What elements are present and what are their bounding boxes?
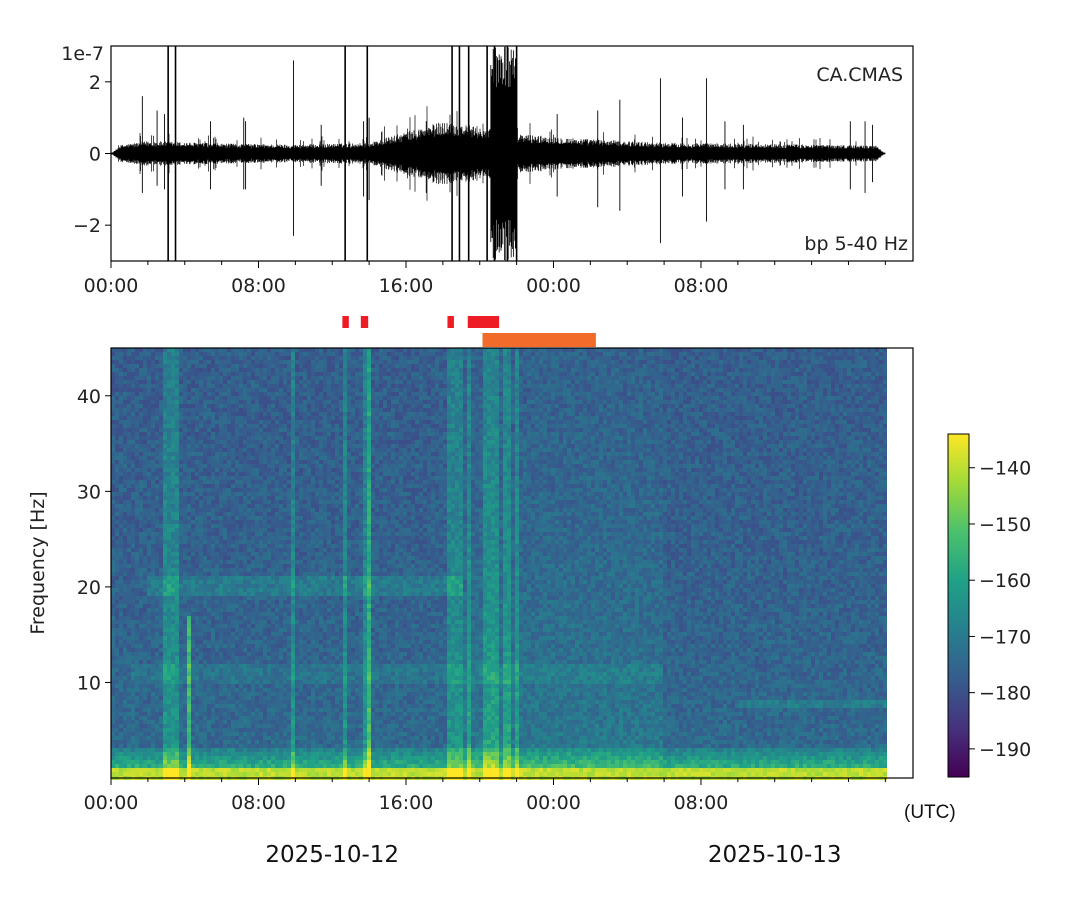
filter-label: bp 5-40 Hz (804, 233, 908, 255)
waveform-y-tick-label: 0 (89, 144, 101, 166)
colorbar-tick-label: −180 (979, 683, 1031, 705)
spectrogram-y-tick-label: 30 (77, 481, 101, 503)
event-markers (342, 316, 596, 347)
spectrogram-y-axis: 10 20 30 40 (77, 386, 111, 695)
spectrogram-y-tick-label: 20 (77, 577, 101, 599)
waveform-x-tick-label: 00:00 (526, 275, 581, 297)
waveform-x-axis: 00:00 08:00 16:00 00:00 08:00 (84, 261, 886, 297)
spectrogram-x-tick-label: 00:00 (526, 792, 581, 814)
event-marker-red (447, 316, 453, 328)
waveform-x-tick-label: 08:00 (231, 275, 286, 297)
spectrogram-x-axis: 00:00 08:00 16:00 00:00 08:00 (84, 778, 886, 814)
waveform-y-axis: −2 0 2 (73, 72, 111, 237)
waveform-panel: 1e-7 CA.CMAS bp 5-40 Hz −2 0 2 00:00 08:00 1… (61, 43, 913, 297)
spectrogram-x-tick-label: 08:00 (674, 792, 729, 814)
waveform-x-tick-label: 08:00 (674, 275, 729, 297)
event-marker-orange (483, 333, 596, 347)
y-offset-label: 1e-7 (61, 43, 104, 65)
waveform-y-tick-label: 2 (89, 72, 101, 94)
timezone-label: (UTC) (904, 802, 956, 823)
station-label: CA.CMAS (816, 64, 903, 86)
event-marker-red (342, 316, 348, 328)
spectrogram-y-tick-label: 10 (77, 672, 101, 694)
spectrogram-x-tick-label: 00:00 (84, 792, 139, 814)
waveform-x-tick-label: 16:00 (379, 275, 434, 297)
spectrogram-panel: 10 20 30 40 00:00 08:00 16:00 00:00 08:00 Frequ… (27, 348, 956, 868)
spectrogram-x-tick-label: 16:00 (379, 792, 434, 814)
spectrogram-y-tick-label: 40 (77, 386, 101, 408)
date-label: 2025-10-12 (265, 842, 399, 868)
spectrogram-image (111, 348, 887, 780)
colorbar-tick-label: −190 (979, 739, 1031, 761)
date-label: 2025-10-13 (708, 842, 842, 868)
colorbar: −140 −150 −160 −170 −180 −190 (948, 434, 1031, 777)
colorbar-tick-label: −160 (979, 570, 1031, 592)
event-marker-red (468, 316, 499, 328)
colorbar-tick-label: −140 (979, 458, 1031, 480)
event-marker-red (361, 316, 368, 328)
colorbar-ticks: −140 −150 −160 −170 −180 −190 (969, 458, 1031, 761)
colorbar-tick-label: −150 (979, 514, 1031, 536)
colorbar-tick-label: −170 (979, 626, 1031, 648)
spectrogram-x-tick-label: 08:00 (231, 792, 286, 814)
y-axis-label: Frequency [Hz] (27, 491, 49, 634)
waveform-y-tick-label: −2 (73, 215, 101, 237)
date-labels: 2025-10-12 2025-10-13 (265, 842, 841, 868)
waveform-x-tick-label: 00:00 (84, 275, 139, 297)
colorbar-gradient (948, 434, 969, 777)
